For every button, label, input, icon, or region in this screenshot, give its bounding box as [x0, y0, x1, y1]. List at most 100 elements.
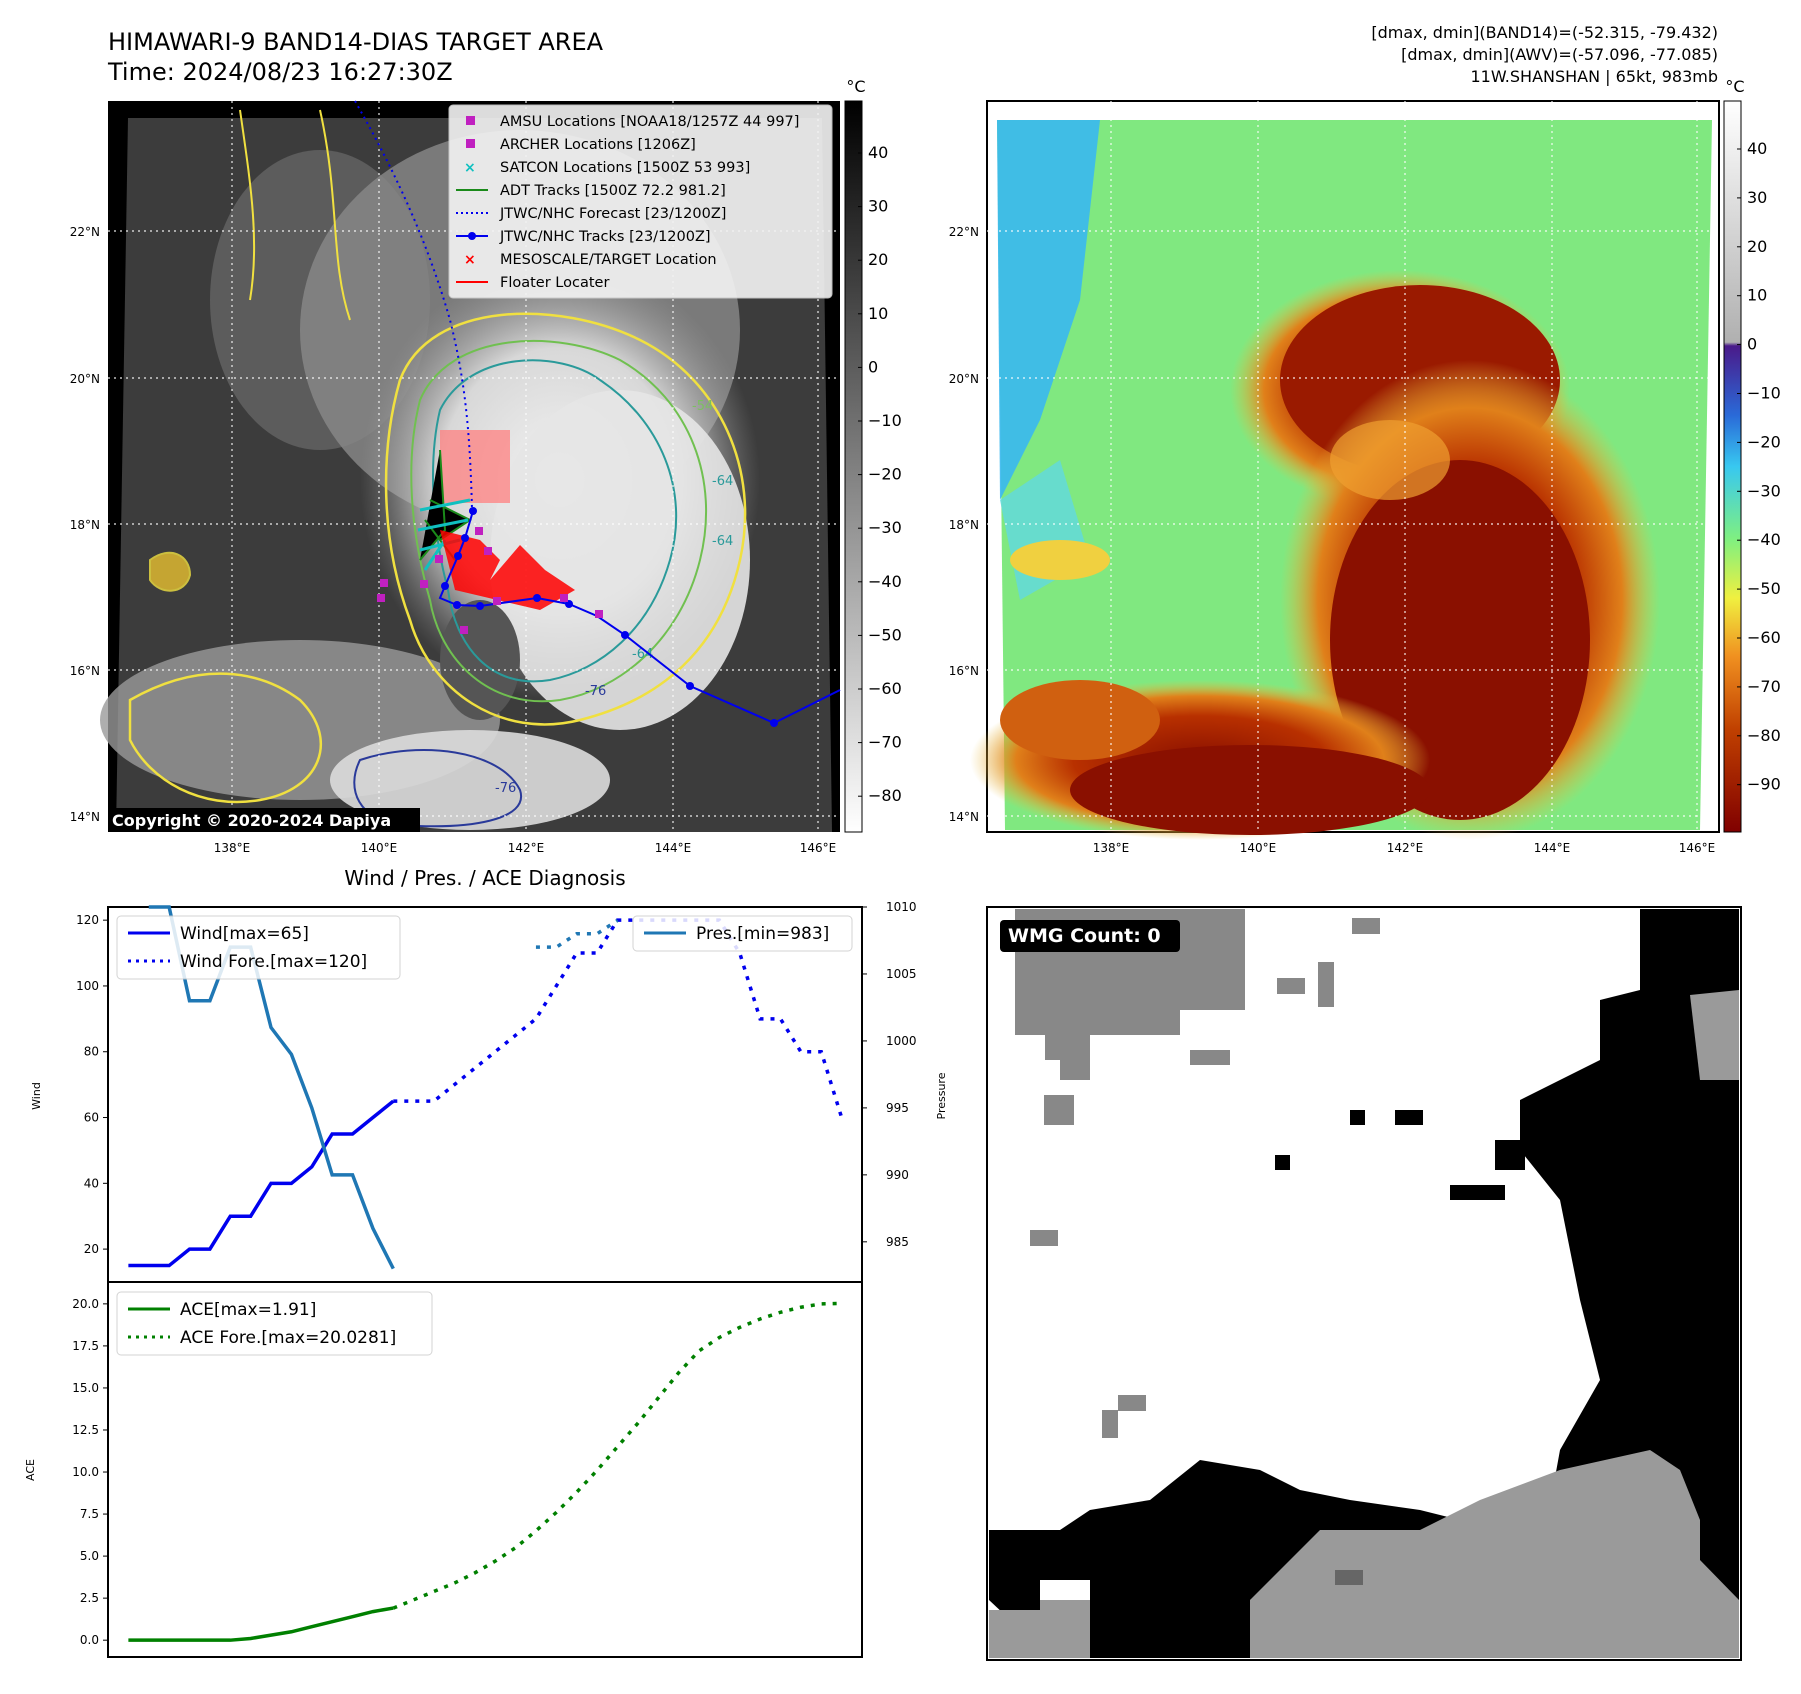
- colorbar-tick-label: −40: [1747, 530, 1781, 549]
- satcon-legend-marker: ×: [464, 160, 476, 176]
- colorbar-tick-label: 20: [1747, 237, 1767, 256]
- legend-entry-forecast: JTWC/NHC Forecast [23/1200Z]: [499, 206, 726, 222]
- ir-map-panel: -54 -64 -64 -64 -76 -76: [70, 77, 902, 855]
- legend-entry-target: MESOSCALE/TARGET Location: [500, 252, 717, 268]
- lat-label: 14°N: [70, 810, 100, 824]
- figure-title: HIMAWARI-9 BAND14-DIAS TARGET AREA: [108, 28, 604, 56]
- lon-label: 140°E: [1240, 841, 1277, 855]
- ace-tick-label: 20.0: [72, 1297, 99, 1311]
- colorbar-tick-label: 30: [1747, 188, 1767, 207]
- legend-wind: Wind[max=65]: [180, 924, 309, 944]
- ace-lines: [128, 1301, 842, 1642]
- lat-label: 18°N: [949, 518, 979, 532]
- colorbar-tick-label: −60: [868, 679, 902, 698]
- ace-legend: ACE[max=1.91] ACE Fore.[max=20.0281]: [116, 1291, 433, 1356]
- amsu-archer-markers: [377, 527, 603, 634]
- awv-colorbar: [1723, 100, 1742, 833]
- lat-label: 20°N: [70, 372, 100, 386]
- pressure-yticks: 985 990 995 1000 1005 1010: [862, 900, 917, 1249]
- lon-label: 138°E: [214, 841, 251, 855]
- lon-label: 146°E: [1679, 841, 1716, 855]
- legend-entry-archer: ARCHER Locations [1206Z]: [500, 137, 696, 153]
- awv-lat-labels: 22°N 20°N 18°N 16°N 14°N: [949, 225, 979, 824]
- contour-label: -76: [585, 684, 606, 699]
- colorbar-tick-label: −30: [1747, 481, 1781, 500]
- colorbar-tick-label: 40: [1747, 139, 1767, 158]
- awv-colorbar-ticks: 40 30 20 10 0 −10 −20 −30 −40 −50 −60 −70 −80 −90: [1737, 139, 1781, 794]
- amsu-legend-marker: [466, 116, 475, 125]
- legend-ace-fore: ACE Fore.[max=20.0281]: [180, 1328, 396, 1348]
- lat-label: 20°N: [949, 372, 979, 386]
- colorbar-tick-label: 0: [868, 357, 878, 376]
- contour-label: -64: [632, 647, 653, 662]
- ir-colorbar-ticks: 40 30 20 10 0 −10 −20 −30 −40 −50 −60 −70 −80: [858, 143, 902, 805]
- wmg-gray-bottom-region: [1250, 1450, 1739, 1658]
- target-legend-marker: ×: [464, 252, 476, 268]
- lat-label: 16°N: [949, 664, 979, 678]
- wind-tick-label: 60: [84, 1111, 99, 1125]
- wind-pressure-chart: 20 40 60 80 100 120 985 990 995 1000 1005 1010 Win…: [30, 900, 948, 1283]
- lat-label: 14°N: [949, 810, 979, 824]
- lon-label: 138°E: [1093, 841, 1130, 855]
- ace-tick-label: 0.0: [80, 1633, 99, 1647]
- colorbar-tick-label: −40: [868, 572, 902, 591]
- colorbar-tick-label: −80: [868, 786, 902, 805]
- lon-label: 144°E: [655, 841, 692, 855]
- colorbar-tick-label: −90: [1747, 775, 1781, 794]
- lat-label: 18°N: [70, 518, 100, 532]
- colorbar-tick-label: −20: [868, 465, 902, 484]
- ace-tick-label: 2.5: [80, 1591, 99, 1605]
- copyright-text: Copyright © 2020-2024 Dapiya: [112, 811, 391, 830]
- lat-label: 22°N: [949, 225, 979, 239]
- contour-label: -76: [495, 781, 516, 796]
- pressure-series-line: [148, 905, 395, 1270]
- colorbar-tick-label: −10: [1747, 384, 1781, 403]
- band14-stats: [dmax, dmin](BAND14)=(-52.315, -79.432): [1371, 23, 1718, 42]
- lon-label: 140°E: [361, 841, 398, 855]
- colorbar-tick-label: −70: [868, 733, 902, 752]
- ir-lon-labels: 138°E 140°E 142°E 144°E 146°E: [214, 841, 837, 855]
- awv-colorbar-unit: °C: [1725, 77, 1744, 96]
- colorbar-tick-label: −70: [1747, 677, 1781, 696]
- wmg-count-label: WMG Count: 0: [1008, 925, 1161, 947]
- ace-series-line: [128, 1606, 394, 1642]
- ace-tick-label: 10.0: [72, 1465, 99, 1479]
- ir-map-legend: AMSU Locations [NOAA18/1257Z 44 997] ARC…: [448, 104, 833, 299]
- floater-locater: [440, 530, 575, 610]
- mesoscale-target-box: [440, 430, 510, 503]
- colorbar-tick-label: 10: [868, 304, 888, 323]
- legend-entry-floater: Floater Locater: [500, 275, 609, 291]
- wind-axis-label: Wind: [30, 1082, 43, 1110]
- archer-legend-marker: [466, 139, 475, 148]
- storm-info: 11W.SHANSHAN | 65kt, 983mb: [1470, 67, 1718, 86]
- colorbar-tick-label: −30: [868, 518, 902, 537]
- contour-label: -64: [712, 534, 733, 549]
- pressure-tick-label: 1010: [886, 900, 917, 914]
- colorbar-tick-label: −80: [1747, 726, 1781, 745]
- colorbar-tick-label: 0: [1747, 335, 1757, 354]
- colorbar-tick-label: −50: [868, 625, 902, 644]
- pressure-tick-label: 985: [886, 1235, 909, 1249]
- pressure-axis-label: Pressure: [935, 1072, 948, 1119]
- pressure-tick-label: 995: [886, 1101, 909, 1115]
- colorbar-tick-label: 40: [868, 143, 888, 162]
- lat-label: 22°N: [70, 225, 100, 239]
- ir-colorbar: [844, 100, 863, 833]
- lat-label: 16°N: [70, 664, 100, 678]
- wind-legend: Wind[max=65] Wind Fore.[max=120]: [116, 915, 401, 980]
- ace-tick-label: 17.5: [72, 1339, 99, 1353]
- pressure-series-line: [535, 918, 619, 949]
- wind-tick-label: 80: [84, 1045, 99, 1059]
- wind-yticks: 20 40 60 80 100 120: [76, 913, 108, 1256]
- figure-time: Time: 2024/08/23 16:27:30Z: [107, 58, 453, 86]
- lon-label: 142°E: [1387, 841, 1424, 855]
- pressure-tick-label: 1000: [886, 1034, 917, 1048]
- wind-pressure-lines: [128, 905, 844, 1270]
- wind-tick-label: 100: [76, 979, 99, 993]
- legend-ace: ACE[max=1.91]: [180, 1300, 316, 1320]
- ace-tick-label: 12.5: [72, 1423, 99, 1437]
- satcon-markers: [417, 498, 471, 571]
- ace-axis-label: ACE: [24, 1459, 37, 1481]
- colorbar-tick-label: 30: [868, 197, 888, 216]
